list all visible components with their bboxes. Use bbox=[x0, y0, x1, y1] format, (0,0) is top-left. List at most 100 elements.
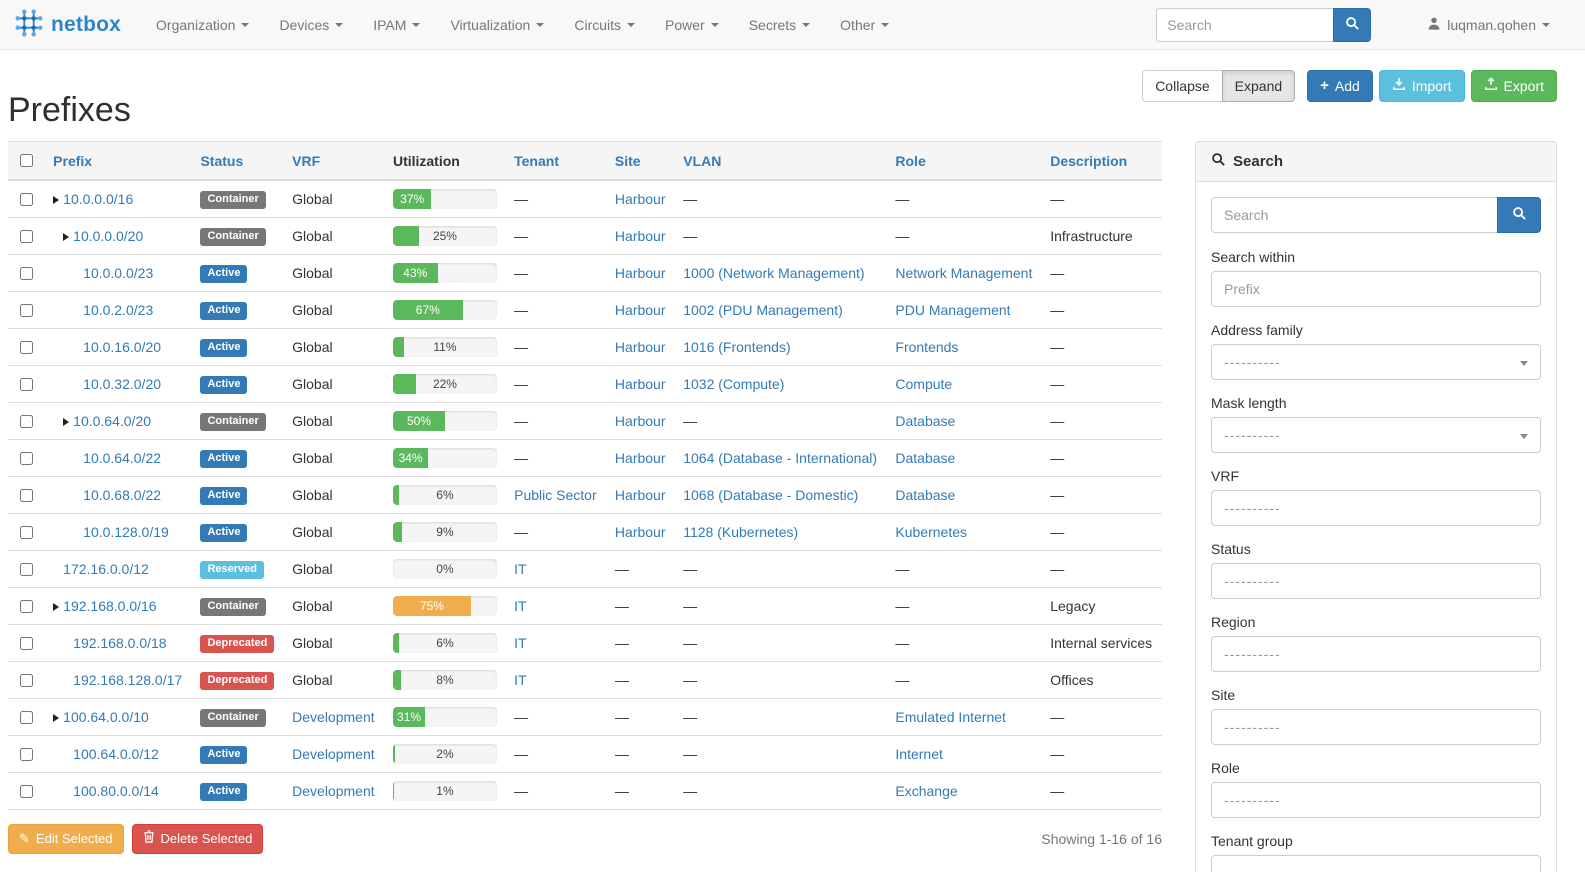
filter-select-tenant-group[interactable] bbox=[1211, 855, 1541, 872]
nav-item-virtualization[interactable]: Virtualization bbox=[435, 2, 559, 48]
role-link[interactable]: PDU Management bbox=[895, 302, 1011, 318]
tenant-link[interactable]: IT bbox=[514, 635, 527, 651]
nav-item-ipam[interactable]: IPAM bbox=[358, 2, 435, 48]
prefix-link[interactable]: 100.64.0.0/12 bbox=[73, 746, 159, 762]
nav-item-organization[interactable]: Organization bbox=[141, 2, 264, 48]
tenant-link[interactable]: Public Sector bbox=[514, 487, 597, 503]
prefix-link[interactable]: 192.168.128.0/17 bbox=[73, 672, 183, 688]
filter-select-status[interactable]: ---------- bbox=[1211, 563, 1541, 599]
site-link[interactable]: Harbour bbox=[614, 413, 666, 429]
row-checkbox[interactable] bbox=[20, 340, 33, 354]
export-button[interactable]: Export bbox=[1470, 70, 1557, 102]
site-link[interactable]: Harbour bbox=[614, 191, 666, 207]
role-link[interactable]: Network Management bbox=[895, 265, 1033, 281]
column-header-prefix[interactable]: Prefix bbox=[45, 141, 193, 181]
filter-select-site[interactable]: ---------- bbox=[1211, 709, 1541, 745]
prefix-link[interactable]: 172.16.0.0/12 bbox=[63, 561, 149, 577]
brand[interactable]: netbox bbox=[14, 8, 121, 41]
select-all-checkbox[interactable] bbox=[20, 154, 33, 167]
vrf-link[interactable]: Development bbox=[292, 783, 375, 799]
site-link[interactable]: Harbour bbox=[614, 228, 666, 244]
role-link[interactable]: Database bbox=[895, 413, 956, 429]
filter-input-search-within[interactable] bbox=[1211, 271, 1541, 307]
nav-item-devices[interactable]: Devices bbox=[264, 2, 358, 48]
vlan-link[interactable]: 1068 (Database - Domestic) bbox=[683, 487, 859, 503]
row-checkbox[interactable] bbox=[20, 562, 33, 576]
row-checkbox[interactable] bbox=[20, 710, 33, 724]
site-link[interactable]: Harbour bbox=[614, 265, 666, 281]
column-header-tenant[interactable]: Tenant bbox=[506, 141, 607, 181]
add-button[interactable]: + Add bbox=[1307, 70, 1373, 102]
vlan-link[interactable]: 1128 (Kubernetes) bbox=[683, 524, 799, 540]
column-header-vlan[interactable]: VLAN bbox=[675, 141, 888, 181]
expand-caret-icon[interactable] bbox=[53, 714, 60, 722]
prefix-link[interactable]: 10.0.0.0/20 bbox=[73, 228, 144, 244]
site-link[interactable]: Harbour bbox=[614, 376, 666, 392]
column-header-description[interactable]: Description bbox=[1042, 141, 1162, 181]
filter-select-mask-length[interactable]: ---------- bbox=[1211, 417, 1541, 453]
prefix-link[interactable]: 10.0.64.0/22 bbox=[83, 450, 162, 466]
edit-selected-button[interactable]: ✎ Edit Selected bbox=[8, 824, 124, 854]
expand-caret-icon[interactable] bbox=[63, 233, 70, 241]
expand-button[interactable]: Expand bbox=[1221, 70, 1296, 102]
prefix-link[interactable]: 10.0.16.0/20 bbox=[83, 339, 162, 355]
column-header-vrf[interactable]: VRF bbox=[284, 141, 385, 181]
expand-caret-icon[interactable] bbox=[53, 603, 60, 611]
row-checkbox[interactable] bbox=[20, 673, 33, 687]
site-link[interactable]: Harbour bbox=[614, 450, 666, 466]
nav-item-power[interactable]: Power bbox=[650, 2, 734, 48]
nav-item-circuits[interactable]: Circuits bbox=[559, 2, 650, 48]
row-checkbox[interactable] bbox=[20, 525, 33, 539]
prefix-link[interactable]: 10.0.128.0/19 bbox=[83, 524, 169, 540]
row-checkbox[interactable] bbox=[20, 636, 33, 650]
nav-item-secrets[interactable]: Secrets bbox=[734, 2, 825, 48]
tenant-link[interactable]: IT bbox=[514, 672, 527, 688]
row-checkbox[interactable] bbox=[20, 303, 33, 317]
vlan-link[interactable]: 1064 (Database - International) bbox=[683, 450, 878, 466]
filter-select-address-family[interactable]: ---------- bbox=[1211, 344, 1541, 380]
filter-search-input[interactable] bbox=[1211, 197, 1498, 233]
prefix-link[interactable]: 10.0.0.0/16 bbox=[63, 191, 134, 207]
prefix-link[interactable]: 100.64.0.0/10 bbox=[63, 709, 149, 725]
navbar-search-input[interactable] bbox=[1156, 7, 1335, 42]
prefix-link[interactable]: 10.0.64.0/20 bbox=[73, 413, 152, 429]
prefix-link[interactable]: 192.168.0.0/18 bbox=[73, 635, 167, 651]
prefix-link[interactable]: 10.0.68.0/22 bbox=[83, 487, 162, 503]
row-checkbox[interactable] bbox=[20, 747, 33, 761]
collapse-button[interactable]: Collapse bbox=[1142, 70, 1223, 102]
filter-select-vrf[interactable]: ---------- bbox=[1211, 490, 1541, 526]
import-button[interactable]: Import bbox=[1378, 70, 1465, 102]
navbar-search-button[interactable] bbox=[1333, 7, 1372, 42]
vlan-link[interactable]: 1032 (Compute) bbox=[683, 376, 785, 392]
prefix-link[interactable]: 192.168.0.0/16 bbox=[63, 598, 157, 614]
role-link[interactable]: Kubernetes bbox=[895, 524, 967, 540]
row-checkbox[interactable] bbox=[20, 229, 33, 243]
vlan-link[interactable]: 1016 (Frontends) bbox=[683, 339, 791, 355]
row-checkbox[interactable] bbox=[20, 451, 33, 465]
site-link[interactable]: Harbour bbox=[614, 487, 666, 503]
vlan-link[interactable]: 1000 (Network Management) bbox=[683, 265, 865, 281]
tenant-link[interactable]: IT bbox=[514, 598, 527, 614]
role-link[interactable]: Database bbox=[895, 450, 956, 466]
row-checkbox[interactable] bbox=[20, 488, 33, 502]
column-header-status[interactable]: Status bbox=[192, 141, 285, 181]
row-checkbox[interactable] bbox=[20, 599, 33, 613]
tenant-link[interactable]: IT bbox=[514, 561, 527, 577]
filter-search-button[interactable] bbox=[1497, 197, 1541, 233]
site-link[interactable]: Harbour bbox=[614, 302, 666, 318]
role-link[interactable]: Emulated Internet bbox=[895, 709, 1006, 725]
role-link[interactable]: Frontends bbox=[895, 339, 959, 355]
filter-select-region[interactable]: ---------- bbox=[1211, 636, 1541, 672]
user-menu[interactable]: luqman.qohen bbox=[1427, 16, 1550, 34]
prefix-link[interactable]: 10.0.0.0/23 bbox=[83, 265, 154, 281]
row-checkbox[interactable] bbox=[20, 192, 33, 206]
role-link[interactable]: Database bbox=[895, 487, 956, 503]
prefix-link[interactable]: 100.80.0.0/14 bbox=[73, 783, 159, 799]
prefix-link[interactable]: 10.0.2.0/23 bbox=[83, 302, 154, 318]
vrf-link[interactable]: Development bbox=[292, 746, 375, 762]
row-checkbox[interactable] bbox=[20, 784, 33, 798]
vlan-link[interactable]: 1002 (PDU Management) bbox=[683, 302, 843, 318]
role-link[interactable]: Internet bbox=[895, 746, 943, 762]
vrf-link[interactable]: Development bbox=[292, 709, 375, 725]
nav-item-other[interactable]: Other bbox=[825, 2, 904, 48]
